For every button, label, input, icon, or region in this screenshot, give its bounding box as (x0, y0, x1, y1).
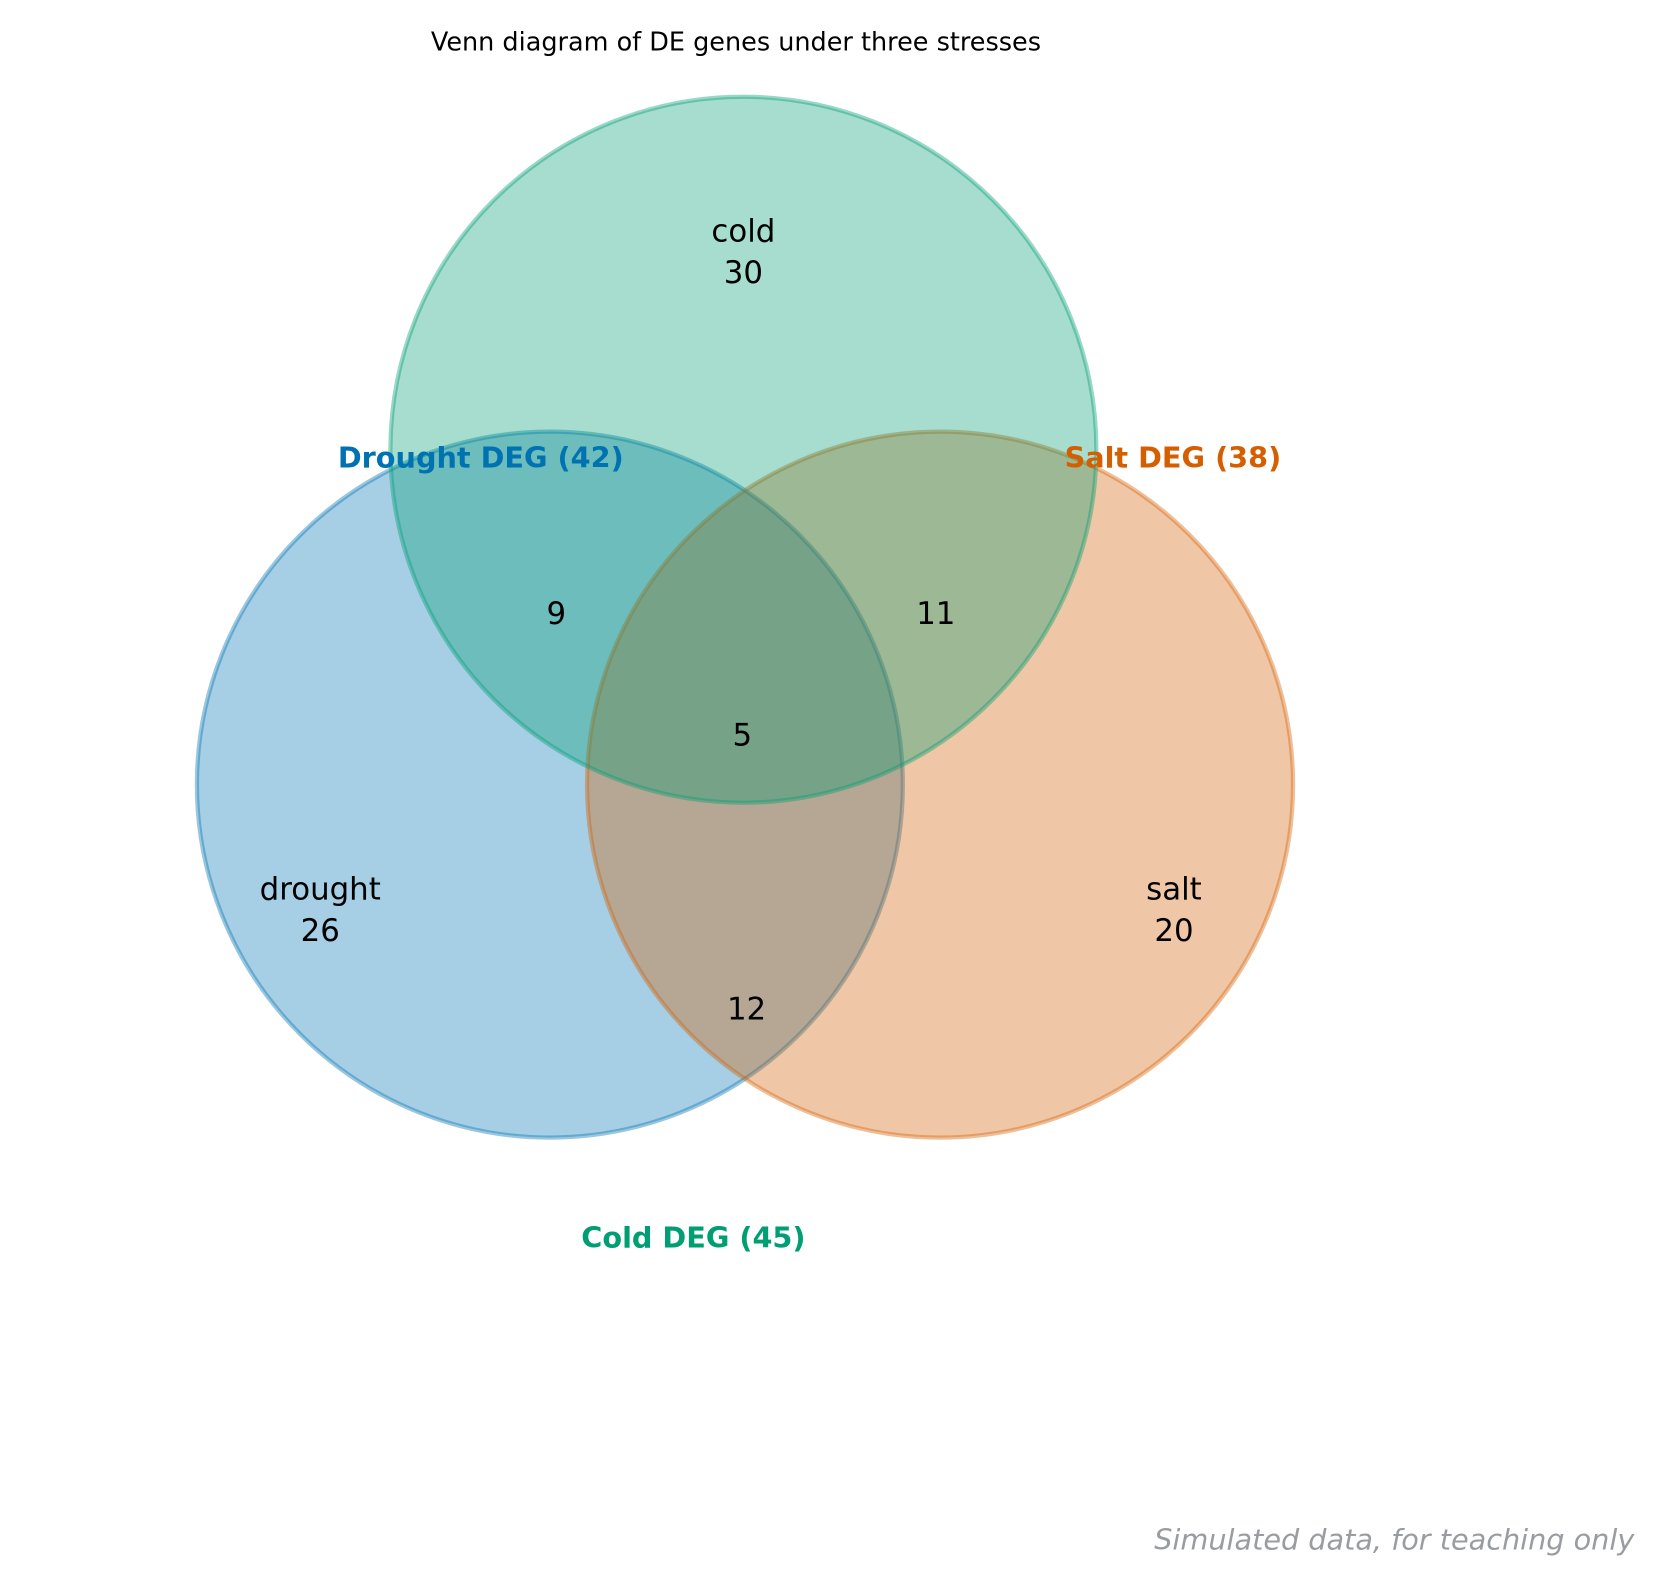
chart-title: Venn diagram of DE genes under three str… (431, 28, 1041, 58)
region-count: 30 (724, 255, 763, 291)
set-label: Drought DEG (42) (338, 440, 624, 474)
set-circle (194, 429, 905, 1140)
region-count: 12 (727, 992, 766, 1028)
set-label: Salt DEG (38) (1065, 440, 1282, 474)
region-label: salt (1146, 871, 1202, 907)
region-count: 20 (1154, 913, 1193, 949)
region-count: 26 (301, 913, 340, 949)
region-count: 9 (546, 596, 566, 632)
set-circle (388, 94, 1099, 805)
footnote: Simulated data, for teaching only (1154, 1523, 1635, 1557)
region-label: cold (711, 213, 775, 249)
set-circle (584, 429, 1296, 1140)
region-label: drought (260, 871, 381, 907)
region-count: 11 (916, 596, 955, 632)
set-label: Cold DEG (45) (581, 1221, 805, 1255)
region-count: 5 (733, 717, 753, 753)
